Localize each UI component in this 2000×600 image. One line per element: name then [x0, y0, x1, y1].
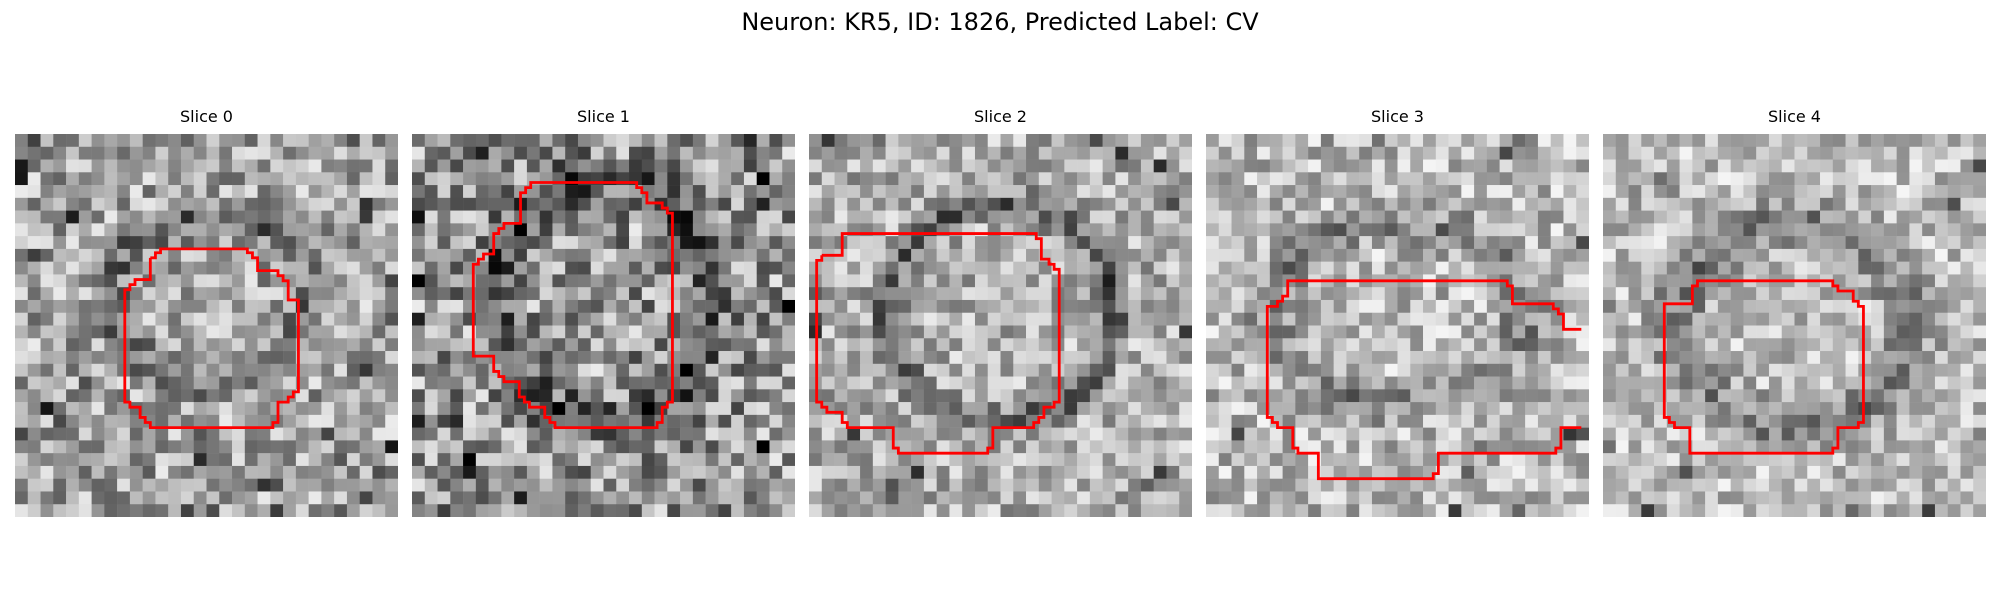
figure-title: Neuron: KR5, ID: 1826, Predicted Label: …: [741, 8, 1259, 36]
slice-image-4: [1603, 134, 1986, 517]
slice-title-2: Slice 2: [974, 107, 1027, 126]
slice-image-0: [15, 134, 398, 517]
roi-outline-1: [471, 181, 674, 430]
slice-title-4: Slice 4: [1768, 107, 1821, 126]
slice-title-3: Slice 3: [1371, 107, 1424, 126]
roi-outline-3: [1265, 279, 1582, 481]
slice-title-1: Slice 1: [577, 107, 630, 126]
roi-outline-2: [815, 232, 1061, 455]
roi-outline-4: [1662, 279, 1865, 455]
roi-outline-0: [123, 247, 300, 430]
slice-image-1: [412, 134, 795, 517]
slice-image-3: [1206, 134, 1589, 517]
slice-title-0: Slice 0: [180, 107, 233, 126]
slice-image-2: [809, 134, 1192, 517]
